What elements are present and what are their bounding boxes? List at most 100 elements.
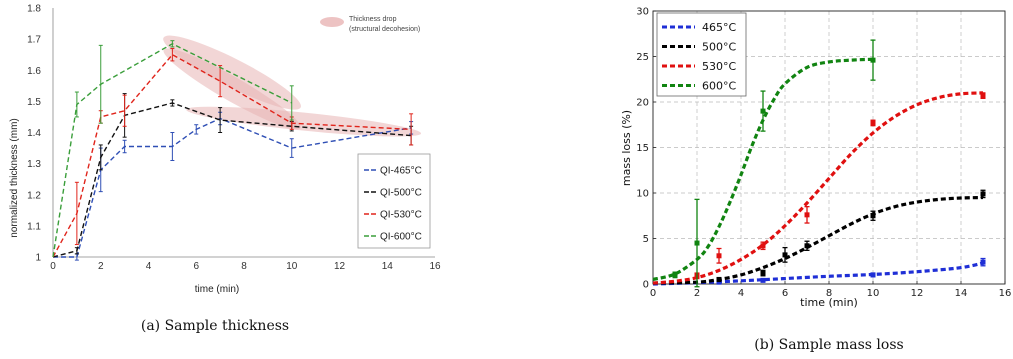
caption-b: (b) Sample mass loss [754, 337, 903, 353]
b-data-point [760, 108, 766, 114]
b-x-tick-label: 2 [694, 288, 700, 299]
b-legend-label: 600°C [702, 80, 736, 93]
a-annotation-line1: Thickness drop [349, 16, 397, 23]
chart-a: 0 2 4 6 8 10 12 14 16 1 1.1 1.2 1.3 1.4 1.5 1.6 1.7 1.8 t… [9, 4, 441, 296]
a-y-axis-label: normalized thickness (mm) [9, 118, 20, 237]
b-legend-item: 500°C [662, 41, 736, 54]
a-error-bar [289, 138, 294, 158]
a-legend-item: QI-530°C [364, 210, 422, 221]
a-x-tick-label: 10 [286, 261, 298, 272]
b-y-tick-label: 20 [636, 98, 649, 109]
b-fit-curve [652, 57, 874, 282]
a-x-axis-label: time (min) [195, 284, 239, 295]
a-legend-label: QI-600°C [380, 232, 422, 243]
b-x-tick-label: 6 [782, 288, 788, 299]
b-x-tick-label: 8 [826, 288, 832, 299]
a-series-line [52, 102, 412, 258]
b-data-point [870, 120, 876, 126]
b-x-tick-label: 0 [650, 288, 656, 299]
b-x-tick-label: 10 [867, 288, 880, 299]
b-data-point [980, 191, 986, 197]
b-y-tick-label: 5 [643, 234, 649, 245]
a-legend-label: QI-500°C [380, 188, 422, 199]
a-series-line [52, 53, 412, 258]
b-axes: 0 2 4 6 8 10 12 14 16 0 5 10 15 20 25 30 [636, 7, 1011, 300]
b-x-tick-label: 4 [738, 288, 744, 299]
a-error-bar [122, 94, 127, 127]
a-x-tick-label: 6 [193, 261, 199, 272]
b-y-tick-label: 30 [636, 7, 649, 18]
b-legend-item: 465°C [662, 21, 736, 34]
a-x-tick-label: 8 [241, 261, 247, 272]
a-y-tick-label: 1 [35, 253, 41, 264]
a-y-tick-label: 1.4 [27, 128, 41, 139]
b-x-tick-label: 16 [999, 288, 1012, 299]
a-error-bar [194, 124, 199, 135]
b-x-axis-label: time (min) [800, 296, 858, 309]
b-y-tick-label: 25 [636, 52, 649, 63]
a-y-tick-label: 1.3 [27, 159, 41, 170]
a-error-bar [289, 85, 294, 121]
b-data-point [760, 243, 766, 249]
b-data-point [760, 277, 766, 283]
b-y-tick-label: 15 [636, 143, 649, 154]
a-error-bar [170, 132, 175, 162]
b-series-2 [652, 91, 986, 285]
b-data-point [694, 240, 700, 246]
a-error-bar [98, 44, 103, 124]
a-error-bar [74, 181, 79, 246]
a-legend-item: QI-500°C [364, 188, 422, 199]
a-y-tick-label: 1.7 [27, 35, 41, 46]
a-annotation-band [186, 106, 422, 137]
a-x-tick-label: 14 [382, 261, 394, 272]
b-x-tick-label: 12 [911, 288, 924, 299]
b-data-point [870, 213, 876, 219]
a-legend-item: QI-465°C [364, 166, 422, 177]
b-series-1 [652, 189, 986, 285]
a-error-bar [409, 113, 414, 146]
a-error-bar [218, 107, 223, 133]
b-data-point [716, 253, 722, 259]
a-annotation-band [163, 35, 301, 110]
a-y-tick-label: 1.2 [27, 190, 41, 201]
a-legend-label: QI-465°C [380, 166, 422, 177]
b-data-point [716, 276, 722, 282]
a-annotation-line2: (structural decohesion) [349, 26, 420, 33]
a-series-line [53, 117, 412, 258]
b-legend-item: 530°C [662, 60, 736, 73]
b-series-3 [652, 39, 876, 288]
b-legend-label: 500°C [702, 41, 736, 54]
a-legend-label: QI-530°C [380, 210, 422, 221]
a-annotation: Thickness drop (structural decohesion) [320, 16, 420, 33]
b-legend: 465°C 500°C 530°C 600°C [656, 12, 747, 97]
a-error-bar [74, 247, 79, 255]
b-data-point [870, 57, 876, 63]
a-error-bar [170, 40, 175, 48]
b-y-tick-label: 0 [643, 280, 649, 291]
b-fit-curve [652, 195, 984, 285]
a-y-tick-label: 1.6 [27, 66, 41, 77]
a-x-tick-label: 12 [334, 261, 346, 272]
a-legend-box [357, 153, 431, 249]
b-data-point [804, 243, 810, 249]
a-axes: 0 2 4 6 8 10 12 14 16 1 1.1 1.2 1.3 1.4 1.5 1.6 1.7 1.8 [27, 4, 441, 273]
a-x-tick-label: 16 [429, 261, 441, 272]
a-series [52, 40, 414, 261]
a-legend-item: QI-600°C [364, 232, 422, 243]
b-data-point [782, 252, 788, 258]
a-error-bar [122, 139, 127, 154]
b-legend-item: 600°C [662, 80, 736, 93]
b-fit-curve [652, 91, 984, 285]
a-error-bar [170, 99, 175, 107]
a-error-bar [218, 65, 223, 98]
a-y-tick-label: 1.5 [27, 97, 41, 108]
a-y-tick-label: 1.1 [27, 221, 41, 232]
a-x-tick-label: 0 [50, 261, 56, 272]
a-x-tick-label: 2 [98, 261, 104, 272]
a-series-3 [52, 40, 294, 258]
b-y-tick-label: 10 [636, 189, 649, 200]
caption-a: (a) Sample thickness [141, 318, 289, 334]
b-series [652, 39, 986, 288]
a-error-bar [74, 91, 79, 118]
